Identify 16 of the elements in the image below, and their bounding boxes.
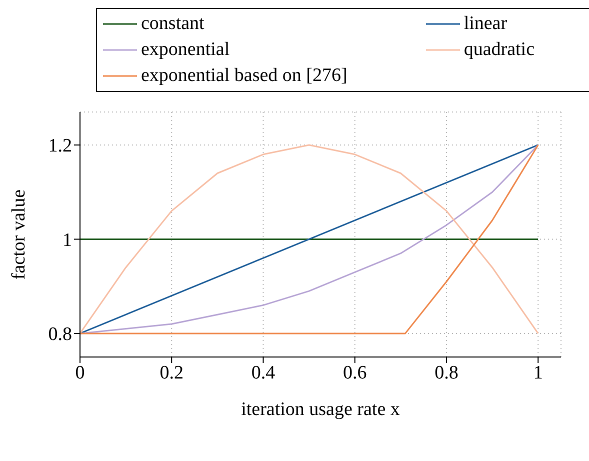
x-axis-title: iteration usage rate x bbox=[241, 399, 400, 420]
x-tick-label: 0.6 bbox=[342, 362, 367, 384]
y-axis-title: factor value bbox=[8, 189, 30, 280]
legend-label: quadratic bbox=[464, 39, 534, 61]
x-tick-label: 0 bbox=[75, 362, 85, 384]
y-tick-label: 1.2 bbox=[48, 136, 72, 157]
x-tick-label: 1 bbox=[533, 362, 543, 384]
x-tick-label: 0.2 bbox=[160, 362, 184, 384]
x-tick-label: 0.4 bbox=[251, 362, 276, 384]
y-tick-label: 0.8 bbox=[48, 324, 72, 346]
x-tick-label: 0.8 bbox=[434, 362, 458, 384]
legend-label: exponential based on [276] bbox=[141, 65, 348, 87]
legend-label: constant bbox=[141, 13, 204, 35]
y-tick-label: 1 bbox=[62, 230, 72, 251]
legend-label: linear bbox=[464, 13, 508, 35]
legend-label: exponential bbox=[141, 39, 230, 61]
